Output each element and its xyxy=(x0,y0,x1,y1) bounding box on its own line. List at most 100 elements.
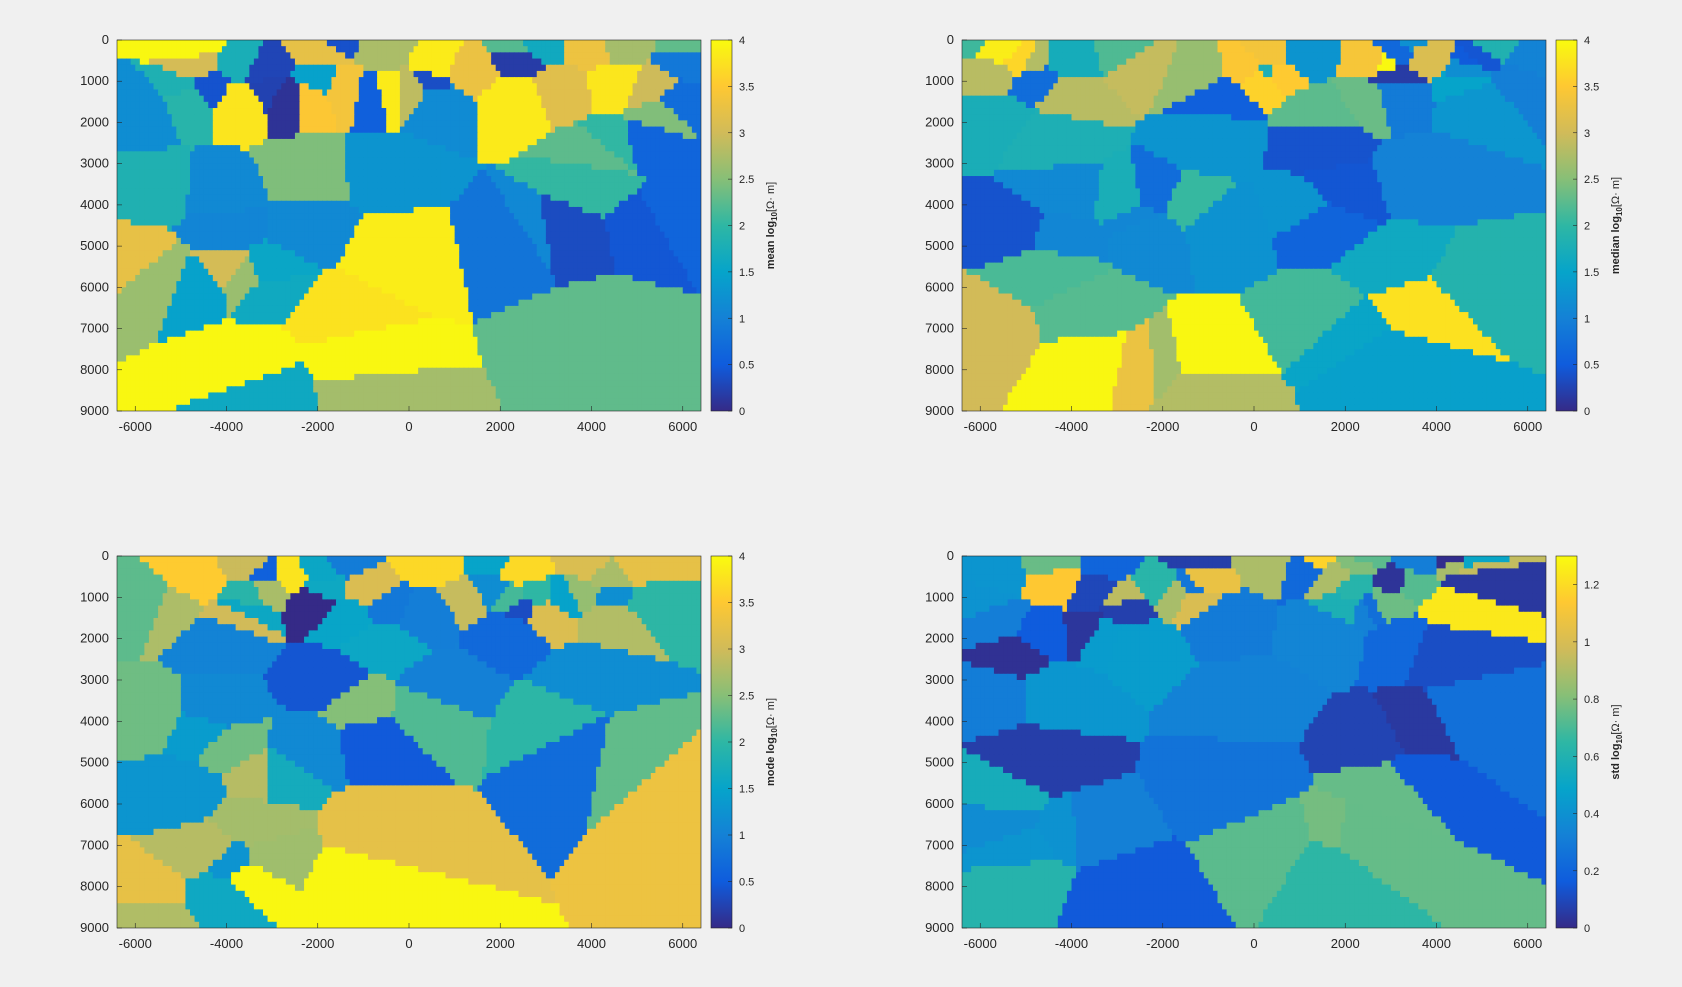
x-tick-label: 6000 xyxy=(668,936,697,951)
colorbar-tick-label: 3 xyxy=(739,644,745,656)
x-tick-label: 2000 xyxy=(486,936,515,951)
colorbar-tick-label: 0.6 xyxy=(1584,751,1599,763)
colorbar-tick-label: 0 xyxy=(1584,923,1590,935)
x-tick-label: -4000 xyxy=(210,419,243,434)
heatmap-cells xyxy=(117,556,702,929)
x-tick-label: 4000 xyxy=(577,419,606,434)
colorbar-tick-label: 3 xyxy=(1584,128,1590,140)
x-tick-label: 4000 xyxy=(1422,419,1451,434)
colorbar-tick-label: 1 xyxy=(739,830,745,842)
heatmap-cells xyxy=(962,40,1547,412)
colorbar-tick-label: 1.2 xyxy=(1584,580,1599,592)
y-tick-label: 3000 xyxy=(80,672,109,687)
colorbar-tick-label: 2.5 xyxy=(1584,174,1599,186)
x-tick-label: -2000 xyxy=(1146,936,1179,951)
y-tick-label: 3000 xyxy=(80,156,109,171)
colorbar-tick-label: 3.5 xyxy=(739,81,754,93)
x-tick-label: 4000 xyxy=(577,936,606,951)
colorbar-tick-label: 0.4 xyxy=(1584,809,1599,821)
x-tick-label: 6000 xyxy=(1513,419,1542,434)
x-tick-label: -6000 xyxy=(119,419,152,434)
x-tick-label: 0 xyxy=(1250,419,1257,434)
x-tick-label: -4000 xyxy=(1055,419,1088,434)
x-tick-label: 2000 xyxy=(1331,936,1360,951)
colorbar-label: std log10[Ω· m] xyxy=(1610,704,1624,779)
colorbar-tick-label: 1 xyxy=(1584,637,1590,649)
y-tick-label: 1000 xyxy=(925,73,954,88)
y-tick-label: 0 xyxy=(947,548,954,563)
subplot-1: -6000 -4000 -2000 0 2000 4000 6000 0 1000 2000 300… xyxy=(80,32,779,434)
y-tick-label: 5000 xyxy=(80,238,109,253)
y-tick-label: 1000 xyxy=(80,73,109,88)
y-tick-label: 7000 xyxy=(925,321,954,336)
y-tick-label: 6000 xyxy=(80,279,109,294)
heatmap-cells xyxy=(962,556,1547,929)
colorbar-label: mode log10[Ω· m] xyxy=(765,698,779,786)
colorbar-tick-label: 2.5 xyxy=(739,174,754,186)
y-tick-label: 7000 xyxy=(80,321,109,336)
colorbar-tick-label: 2 xyxy=(739,221,745,233)
colorbar-tick-label: 1 xyxy=(739,313,745,325)
heatmap-cells xyxy=(117,40,702,412)
colorbar-tick-label: 0.5 xyxy=(739,877,754,889)
y-tick-label: 7000 xyxy=(80,837,109,852)
y-tick-label: 3000 xyxy=(925,156,954,171)
x-tick-label: -6000 xyxy=(119,936,152,951)
colorbar-tick-label: 2 xyxy=(739,737,745,749)
y-tick-label: 4000 xyxy=(80,713,109,728)
x-tick-label: 4000 xyxy=(1422,936,1451,951)
y-tick-label: 2000 xyxy=(80,114,109,129)
y-tick-label: 8000 xyxy=(80,879,109,894)
colorbar-tick-label: 2 xyxy=(1584,221,1590,233)
y-tick-label: 3000 xyxy=(925,672,954,687)
y-tick-label: 1000 xyxy=(925,589,954,604)
x-tick-label: -2000 xyxy=(301,936,334,951)
colorbar-tick-label: 4 xyxy=(739,551,745,563)
y-tick-label: 2000 xyxy=(80,631,109,646)
y-tick-label: 8000 xyxy=(925,362,954,377)
x-tick-label: 6000 xyxy=(1513,936,1542,951)
y-tick-label: 2000 xyxy=(925,114,954,129)
y-tick-label: 5000 xyxy=(925,238,954,253)
x-tick-label: -6000 xyxy=(964,419,997,434)
y-tick-label: 0 xyxy=(102,548,109,563)
x-tick-label: 2000 xyxy=(1331,419,1360,434)
colorbar-tick-label: 1.5 xyxy=(739,267,754,279)
colorbar-tick-label: 0 xyxy=(1584,406,1590,418)
y-tick-label: 2000 xyxy=(925,631,954,646)
y-tick-label: 0 xyxy=(947,32,954,47)
colorbar-tick-label: 1.5 xyxy=(1584,267,1599,279)
y-tick-label: 5000 xyxy=(80,755,109,770)
colorbar-label: mean log10[Ω· m] xyxy=(765,182,779,269)
y-tick-label: 1000 xyxy=(80,589,109,604)
colorbar-tick-label: 2.5 xyxy=(739,691,754,703)
x-tick-label: -2000 xyxy=(301,419,334,434)
colorbar-tick-label: 1 xyxy=(1584,313,1590,325)
x-tick-label: -4000 xyxy=(210,936,243,951)
y-tick-label: 4000 xyxy=(925,713,954,728)
y-tick-label: 9000 xyxy=(80,403,109,418)
x-tick-label: 6000 xyxy=(668,419,697,434)
colorbar xyxy=(1556,556,1577,928)
colorbar-tick-label: 0.5 xyxy=(739,360,754,372)
colorbar-tick-label: 0.5 xyxy=(1584,360,1599,372)
x-tick-label: -2000 xyxy=(1146,419,1179,434)
y-tick-label: 0 xyxy=(102,32,109,47)
colorbar-label: median log10[Ω· m] xyxy=(1610,177,1624,274)
y-tick-label: 9000 xyxy=(925,403,954,418)
colorbar-tick-label: 0 xyxy=(739,406,745,418)
colorbar-tick-label: 0.2 xyxy=(1584,866,1599,878)
y-tick-label: 8000 xyxy=(80,362,109,377)
y-tick-label: 6000 xyxy=(925,279,954,294)
y-tick-label: 4000 xyxy=(925,197,954,212)
y-tick-label: 5000 xyxy=(925,755,954,770)
colorbar-tick-label: 4 xyxy=(1584,35,1590,47)
y-tick-label: 9000 xyxy=(925,920,954,935)
y-tick-label: 6000 xyxy=(80,796,109,811)
x-tick-label: 2000 xyxy=(486,419,515,434)
